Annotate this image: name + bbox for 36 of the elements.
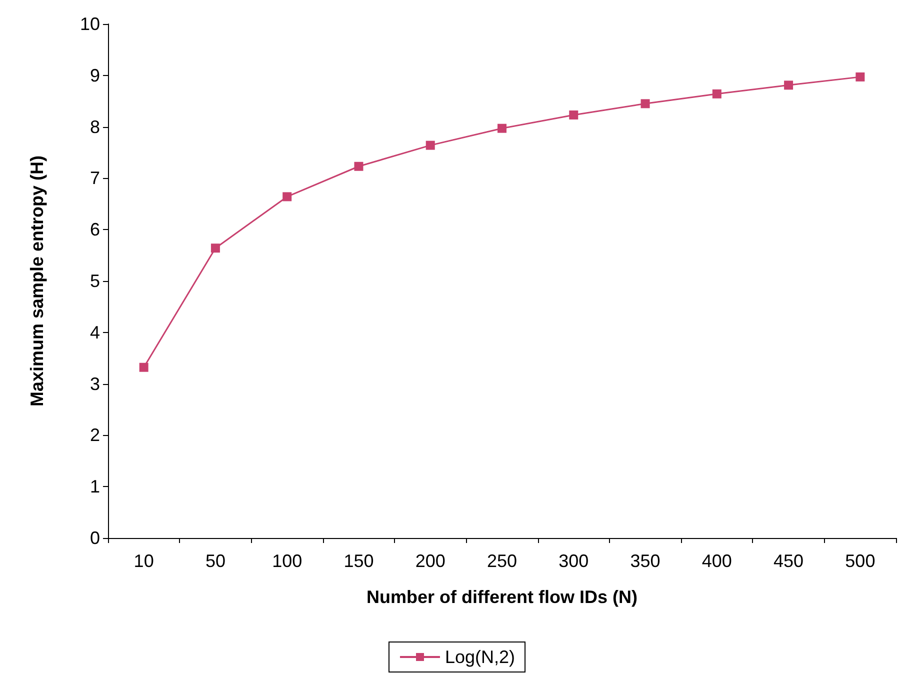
y-tick-label: 9 [90, 65, 100, 86]
point [354, 162, 364, 171]
x-tick-label: 500 [845, 551, 876, 571]
x-tick-label: 350 [630, 551, 660, 571]
y-tick-label: 3 [90, 374, 100, 394]
x-tick-label: 150 [344, 551, 374, 571]
point [856, 72, 865, 82]
point [569, 110, 578, 120]
y-tick-label: 10 [80, 14, 100, 34]
point [712, 89, 722, 98]
y-tick-label: 1 [90, 476, 100, 497]
y-tick-label: 7 [90, 168, 100, 188]
y-tick-label: 8 [90, 116, 100, 137]
y-tick-label: 2 [90, 425, 100, 446]
x-tick-label: 200 [415, 551, 446, 571]
point [426, 140, 435, 150]
point [640, 99, 650, 108]
point [210, 244, 220, 253]
point [139, 362, 148, 372]
x-tick-label: 450 [774, 551, 804, 571]
y-tick-label: 0 [90, 528, 100, 548]
y-axis-title: Maximum sample entropy (H) [27, 155, 47, 407]
point [784, 80, 794, 90]
x-tick-label: 400 [702, 551, 732, 571]
point [282, 192, 292, 202]
y-tick-label: 4 [90, 322, 100, 342]
point [498, 124, 506, 133]
y-tick-label: 5 [90, 271, 100, 291]
x-tick-label: 100 [272, 551, 302, 571]
x-tick-label: 50 [205, 551, 226, 571]
x-tick-label: 10 [134, 551, 154, 571]
legend-label: Log(N,2) [444, 647, 516, 667]
x-tick-label: 300 [558, 551, 589, 571]
y-tick-label: 6 [90, 220, 100, 240]
x-axis-title: Number of different flow IDs (N) [366, 587, 638, 607]
x-tick-label: 250 [486, 551, 518, 571]
